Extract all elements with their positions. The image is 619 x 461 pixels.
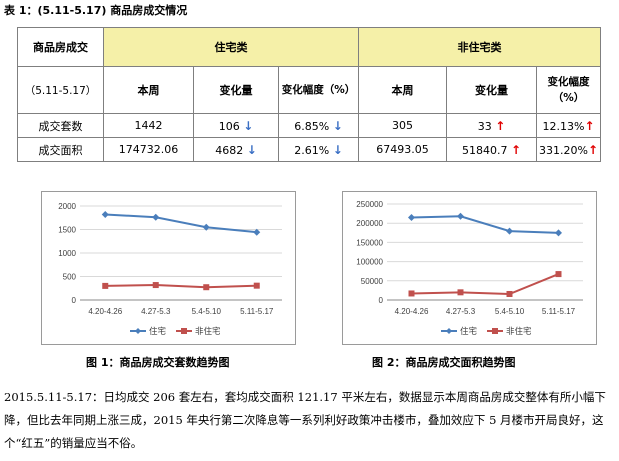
cell-n-change: 51840.7 ↑ xyxy=(446,137,538,162)
chart-area-caption: 图 2：商品房成交面积趋势图 xyxy=(372,356,516,369)
y-tick-label: 150000 xyxy=(356,238,383,247)
x-tick-label: 5.11-5.17 xyxy=(240,307,274,316)
cell-r-change: 4682 ↓ xyxy=(193,137,279,162)
legend-marker xyxy=(135,328,141,334)
legend-label: 住宅 xyxy=(149,326,166,337)
x-tick-label: 4.20-4.26 xyxy=(395,307,429,316)
chart-units: 0 500 1000 1500 2000 4.20-4.26 4.27-5.3 5.4-5.1… xyxy=(41,191,296,345)
summary-paragraph: 2015.5.11-5.17：日均成交 206 套左右，套均成交面积 121.1… xyxy=(4,390,606,450)
y-tick-label: 1500 xyxy=(58,226,76,235)
cell-n-change: 33 ↑ xyxy=(446,113,538,138)
cell-n-week: 67493.05 xyxy=(358,137,448,162)
chart-area: 0 50000 100000 150000 200000 250000 4.20-4.26 4… xyxy=(342,191,597,345)
data-point xyxy=(408,213,415,221)
arrow-down-icon: ↓ xyxy=(332,142,343,157)
legend-label: 非住宅 xyxy=(195,326,221,337)
col-change-residential: 变化量 xyxy=(193,66,279,114)
data-point xyxy=(506,227,513,235)
data-point xyxy=(555,229,562,237)
cell-n-rate: 12.13%↑ xyxy=(536,113,602,138)
row-label: 成交套数 xyxy=(17,113,104,138)
x-tick-label: 5.11-5.17 xyxy=(542,307,576,316)
arrow-up-icon: ↑ xyxy=(495,118,506,133)
series-line-nonresidential xyxy=(105,284,257,289)
arrow-up-icon: ↑ xyxy=(587,142,599,157)
legend-label: 非住宅 xyxy=(506,326,532,337)
arrow-up-icon: ↑ xyxy=(510,142,522,157)
data-point xyxy=(253,282,260,289)
data-point xyxy=(152,213,160,221)
data-point xyxy=(408,290,415,297)
cell-r-rate: 6.85% ↓ xyxy=(277,113,360,138)
arrow-down-icon: ↓ xyxy=(246,142,257,157)
row-label: 成交面积 xyxy=(17,137,104,162)
col-week-residential: 本周 xyxy=(103,66,194,114)
cell-n-rate: 331.20%↑ xyxy=(536,137,602,162)
group-residential: 住宅类 xyxy=(102,27,360,67)
y-tick-label: 0 xyxy=(72,296,77,305)
col-change-nonresidential: 变化量 xyxy=(446,66,538,114)
legend-label: 住宅 xyxy=(460,326,477,337)
data-point xyxy=(457,212,464,220)
cell-r-week: 1442 xyxy=(103,113,194,138)
data-point xyxy=(203,284,210,291)
group-nonresidential: 非住宅类 xyxy=(358,27,602,67)
x-tick-label: 4.27-5.3 xyxy=(446,307,476,316)
x-tick-label: 4.27-5.3 xyxy=(141,307,171,316)
data-point xyxy=(101,210,109,218)
data-point xyxy=(152,282,159,289)
y-tick-label: 100000 xyxy=(356,258,383,267)
series-line-nonresidential xyxy=(411,273,559,295)
col-rate-residential: 变化幅度（%） xyxy=(277,66,360,114)
col-rate-nonresidential: 变化幅度（%） xyxy=(536,66,602,114)
y-tick-label: 250000 xyxy=(356,200,383,209)
arrow-down-icon: ↓ xyxy=(332,118,343,133)
y-tick-label: 2000 xyxy=(58,202,76,211)
transaction-table: 商品房成交 住宅类 非住宅类 （5.11-5.17） 本周 变化量 变化幅度（%… xyxy=(17,27,602,162)
chart-units-caption: 图 1：商品房成交套数趋势图 xyxy=(86,356,230,369)
x-tick-label: 4.20-4.26 xyxy=(88,307,122,316)
col-week-nonresidential: 本周 xyxy=(358,66,448,114)
series-line-residential xyxy=(411,215,559,234)
y-tick-label: 200000 xyxy=(356,219,383,228)
cell-r-week: 174732.06 xyxy=(103,137,194,162)
x-tick-label: 5.4-5.10 xyxy=(192,307,222,316)
cell-r-rate: 2.61% ↓ xyxy=(277,137,360,162)
table-corner-bottom: （5.11-5.17） xyxy=(17,66,104,114)
data-point xyxy=(202,223,210,231)
y-tick-label: 50000 xyxy=(361,277,384,286)
chart-area-svg: 0 50000 100000 150000 200000 250000 4.20-4.26 4… xyxy=(356,200,583,337)
y-tick-label: 0 xyxy=(379,296,384,305)
table-row: 成交套数 1442 106 ↓ 6.85% ↓ 305 33 ↑ 12.13%↑ xyxy=(17,113,602,138)
arrow-up-icon: ↑ xyxy=(584,118,595,133)
series-line-residential xyxy=(105,213,257,234)
y-tick-label: 1000 xyxy=(58,249,76,258)
chart-units-svg: 0 500 1000 1500 2000 4.20-4.26 4.27-5.3 5.4-5.1… xyxy=(58,202,282,337)
table-row: 成交面积 174732.06 4682 ↓ 2.61% ↓ 67493.05 5… xyxy=(17,137,602,162)
x-tick-label: 5.4-5.10 xyxy=(495,307,525,316)
cell-r-change: 106 ↓ xyxy=(193,113,279,138)
legend-marker xyxy=(446,328,452,334)
data-point xyxy=(253,228,261,236)
legend-marker xyxy=(492,328,498,334)
data-point xyxy=(555,271,562,278)
data-point xyxy=(102,282,109,289)
y-tick-label: 500 xyxy=(63,273,77,282)
table-corner-top: 商品房成交 xyxy=(17,27,104,67)
data-point xyxy=(457,289,464,296)
table-title: 表 1：(5.11-5.17) 商品房成交情况 xyxy=(4,4,188,17)
cell-n-week: 305 xyxy=(358,113,448,138)
legend-marker xyxy=(181,328,187,334)
data-point xyxy=(506,290,513,297)
arrow-down-icon: ↓ xyxy=(243,118,254,133)
